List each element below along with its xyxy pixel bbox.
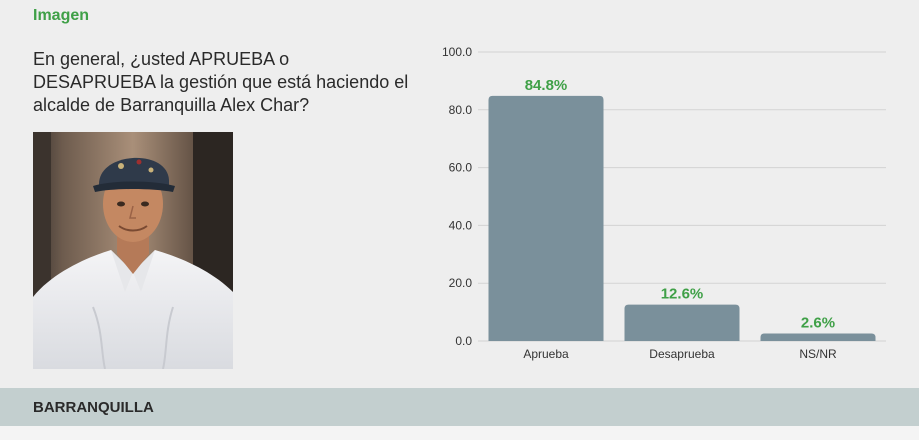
bar-value-label: 2.6% (801, 314, 835, 331)
y-tick-label: 20.0 (449, 276, 473, 290)
footer-label: BARRANQUILLA (33, 399, 154, 416)
y-tick-label: 60.0 (449, 161, 473, 175)
bar (760, 333, 876, 341)
footer-band: BARRANQUILLA (0, 388, 919, 426)
bar-value-label: 84.8% (525, 77, 568, 94)
y-tick-label: 80.0 (449, 103, 473, 117)
y-tick-label: 40.0 (449, 218, 473, 232)
y-tick-label: 0.0 (455, 334, 472, 348)
portrait-photo (33, 132, 233, 369)
bar-chart: 0.0 20.0 40.0 60.0 80.0 100.0 84.8% Aprueba 12.6… (442, 45, 886, 361)
bar (488, 95, 604, 341)
bar-value-label: 12.6% (661, 286, 704, 303)
bottom-strip (0, 426, 919, 440)
bar (624, 304, 740, 341)
x-category-label: NS/NR (799, 347, 837, 361)
survey-question: En general, ¿usted APRUEBA o DESAPRUEBA … (33, 49, 409, 115)
x-category-label: Desaprueba (649, 347, 715, 361)
x-category-label: Aprueba (523, 347, 569, 361)
section-title: Imagen (33, 7, 90, 24)
y-tick-label: 100.0 (442, 45, 472, 59)
